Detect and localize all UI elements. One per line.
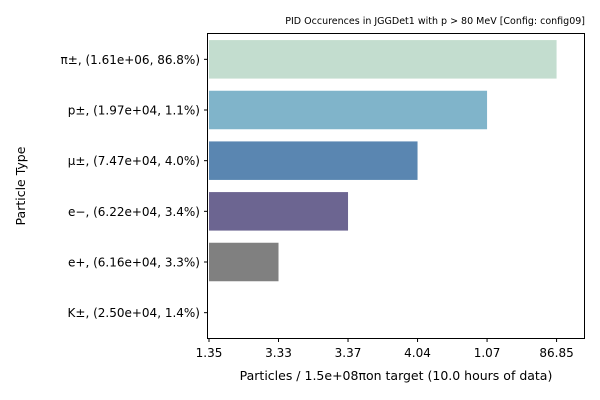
bar-1 <box>209 90 488 130</box>
x-ticks-group: 1.35 3.33 3.37 4.04 1.07 86.85 <box>196 338 574 360</box>
y-ticks-group: π±, (1.61e+06, 86.8%) p±, (1.97e+04, 1.1%… <box>61 53 208 320</box>
y-tick-label-2: μ±, (7.47e+04, 4.0%) <box>68 154 200 168</box>
x-tick-label-1: 3.33 <box>265 346 292 360</box>
y-tick-label-0: π±, (1.61e+06, 86.8%) <box>61 53 200 67</box>
y-tick-label-4: e+, (6.16e+04, 3.3%) <box>68 256 200 270</box>
y-tick-label-3: e−, (6.22e+04, 3.4%) <box>68 205 200 219</box>
y-tick-label-5: K±, (2.50e+04, 1.4%) <box>68 306 200 320</box>
plot-frame <box>207 33 585 339</box>
y-axis-label: Particle Type <box>13 146 28 225</box>
x-tick-label-5: 86.85 <box>539 346 573 360</box>
chart-title: PID Occurences in JGGDet1 with p > 80 Me… <box>285 16 585 27</box>
bars-group <box>209 40 557 282</box>
bar-3 <box>209 192 349 231</box>
x-tick-label-4: 1.07 <box>474 346 501 360</box>
bar-2 <box>209 141 418 180</box>
bar-4 <box>209 242 279 282</box>
y-tick-label-1: p±, (1.97e+04, 1.1%) <box>68 104 200 118</box>
x-tick-label-0: 1.35 <box>196 346 223 360</box>
x-tick-label-3: 4.04 <box>404 346 431 360</box>
x-tick-label-2: 3.37 <box>335 346 362 360</box>
x-axis-label: Particles / 1.5e+08πon target (10.0 hour… <box>240 368 553 383</box>
bar-0 <box>209 40 557 79</box>
